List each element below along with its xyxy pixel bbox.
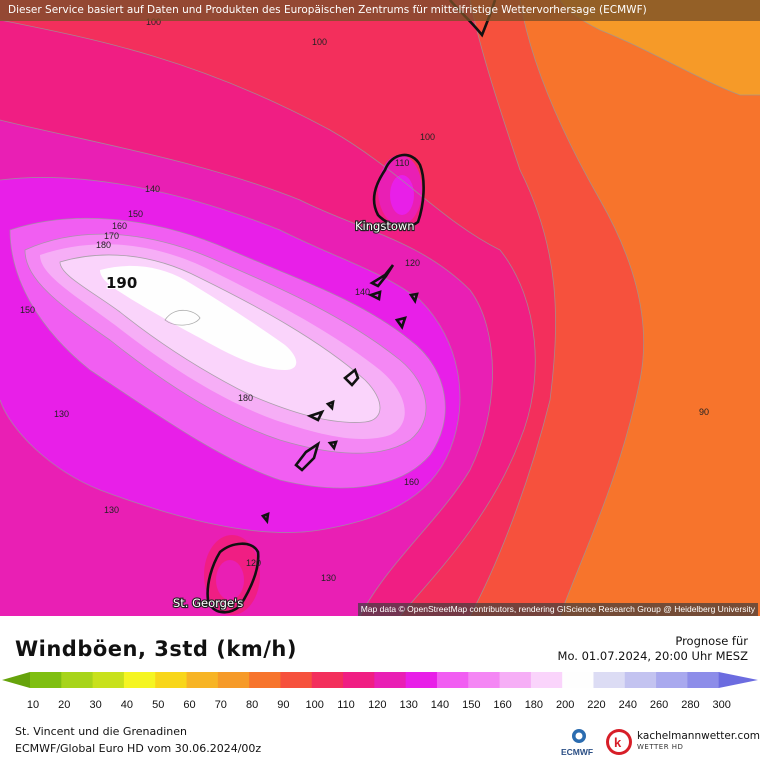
city-label-st-georges: St. George's — [173, 596, 243, 610]
isoline-label: 180 — [96, 240, 111, 250]
svg-text:k: k — [614, 735, 622, 750]
scale-tick-label: 130 — [399, 699, 417, 711]
wind-gust-map[interactable]: 100 100 100 110 140 150 160 170 180 190 … — [0, 0, 760, 616]
scale-tick-label: 280 — [681, 699, 699, 711]
isoline-label: 150 — [128, 209, 143, 219]
scale-tick-label: 120 — [368, 699, 386, 711]
ecmwf-logo-text: ECMWF — [561, 747, 593, 757]
scale-tick-label: 60 — [183, 699, 195, 711]
scale-tick-label: 90 — [277, 699, 289, 711]
scale-cell — [656, 672, 688, 688]
scale-cell — [374, 672, 407, 688]
kachelmann-logo[interactable]: k kachelmannwetter.com WETTER HD — [605, 727, 760, 757]
scale-tick-label: 160 — [493, 699, 511, 711]
city-label-kingstown: Kingstown — [355, 219, 415, 233]
field-190 — [100, 265, 297, 370]
isoline-label: 180 — [238, 393, 253, 403]
scale-cell — [92, 672, 125, 688]
scale-cell — [624, 672, 657, 688]
scale-tick-label: 40 — [121, 699, 133, 711]
scale-arrow-left — [2, 672, 30, 688]
isoline-label: 160 — [112, 221, 127, 231]
scale-tick-label: 20 — [58, 699, 70, 711]
island-st-vincent — [372, 153, 425, 228]
scale-cell — [123, 672, 156, 688]
scale-tick-label: 220 — [587, 699, 605, 711]
scale-tick-label: 70 — [215, 699, 227, 711]
color-scale: 10 20 30 40 50 60 70 80 90 100 110 120 130 140 150 160 1… — [2, 672, 758, 711]
scale-cell — [311, 672, 344, 688]
forecast-time: Mo. 01.07.2024, 20:00 Uhr MESZ — [557, 649, 748, 663]
scale-tick-label: 140 — [431, 699, 449, 711]
legend-title: Windböen, 3std (km/h) — [15, 637, 297, 661]
field-grenada-inner — [216, 560, 244, 600]
scale-tick-label: 100 — [306, 699, 324, 711]
scale-cell — [155, 672, 188, 688]
forecast-info: Prognose für Mo. 01.07.2024, 20:00 Uhr M… — [558, 634, 748, 664]
scale-cell — [343, 672, 375, 688]
scale-tick-label: 110 — [337, 699, 355, 711]
isoline-label-group: 100 100 100 110 140 150 160 170 180 190 … — [20, 17, 709, 583]
footer-info: St. Vincent und die Grenadinen ECMWF/Glo… — [15, 723, 261, 757]
scale-cell — [499, 672, 532, 688]
kachelmann-icon: k — [606, 729, 632, 755]
scale-tick-label: 150 — [462, 699, 480, 711]
scale-cell — [468, 672, 501, 688]
scale-cell — [405, 672, 438, 688]
isoline-label: 140 — [355, 287, 370, 297]
scale-tick-label: 80 — [246, 699, 258, 711]
scale-cell — [61, 672, 94, 688]
isoline-label: 90 — [699, 407, 709, 417]
scale-cell — [593, 672, 626, 688]
isoline-label-max: 190 — [106, 274, 137, 292]
scale-cell — [30, 672, 62, 688]
scale-tick-label: 260 — [650, 699, 668, 711]
isoline-label: 170 — [104, 231, 119, 241]
scale-cell — [562, 672, 594, 688]
isoline-label: 160 — [404, 477, 419, 487]
scale-cell — [687, 672, 720, 688]
scale-arrow-right — [718, 672, 758, 688]
map-attribution[interactable]: Map data © OpenStreetMap contributors, r… — [357, 603, 758, 616]
kachelmann-sub: WETTER HD — [637, 743, 684, 751]
isoline-label: 110 — [395, 158, 409, 168]
isoline-label: 100 — [146, 17, 161, 27]
field-kingstown-inner — [390, 175, 414, 215]
scale-tick-label: 30 — [89, 699, 101, 711]
isoline-label: 150 — [20, 305, 35, 315]
scale-cell — [280, 672, 313, 688]
scale-tick-label: 240 — [619, 699, 637, 711]
scale-cell — [436, 672, 469, 688]
scale-cell — [249, 672, 281, 688]
forecast-label: Prognose für — [675, 634, 748, 648]
isoline-label: 140 — [145, 184, 160, 194]
scale-cell — [186, 672, 219, 688]
isoline-label: 130 — [54, 409, 69, 419]
isoline-label: 100 — [312, 37, 327, 47]
isoline-label: 120 — [246, 558, 261, 568]
isoline-label: 130 — [321, 573, 336, 583]
location-name: St. Vincent und die Grenadinen — [15, 725, 187, 738]
island-grenada — [206, 542, 260, 614]
field-80 — [560, 0, 760, 95]
scale-tick-label: 10 — [27, 699, 39, 711]
isoline-label: 130 — [104, 505, 119, 515]
source-notice: Dieser Service basiert auf Daten und Pro… — [0, 0, 760, 21]
ecmwf-logo[interactable]: ECMWF — [559, 727, 599, 757]
scale-cell — [217, 672, 250, 688]
isoline-label: 100 — [420, 132, 435, 142]
kachelmann-site: kachelmannwetter.com — [637, 730, 760, 742]
isoline-label: 120 — [405, 258, 420, 268]
scale-cell — [530, 672, 563, 688]
scale-tick-label: 180 — [525, 699, 543, 711]
scale-tick-label: 300 — [713, 699, 731, 711]
scale-tick-label: 200 — [556, 699, 574, 711]
model-run: ECMWF/Global Euro HD vom 30.06.2024/00z — [15, 742, 262, 755]
scale-tick-label: 50 — [152, 699, 164, 711]
